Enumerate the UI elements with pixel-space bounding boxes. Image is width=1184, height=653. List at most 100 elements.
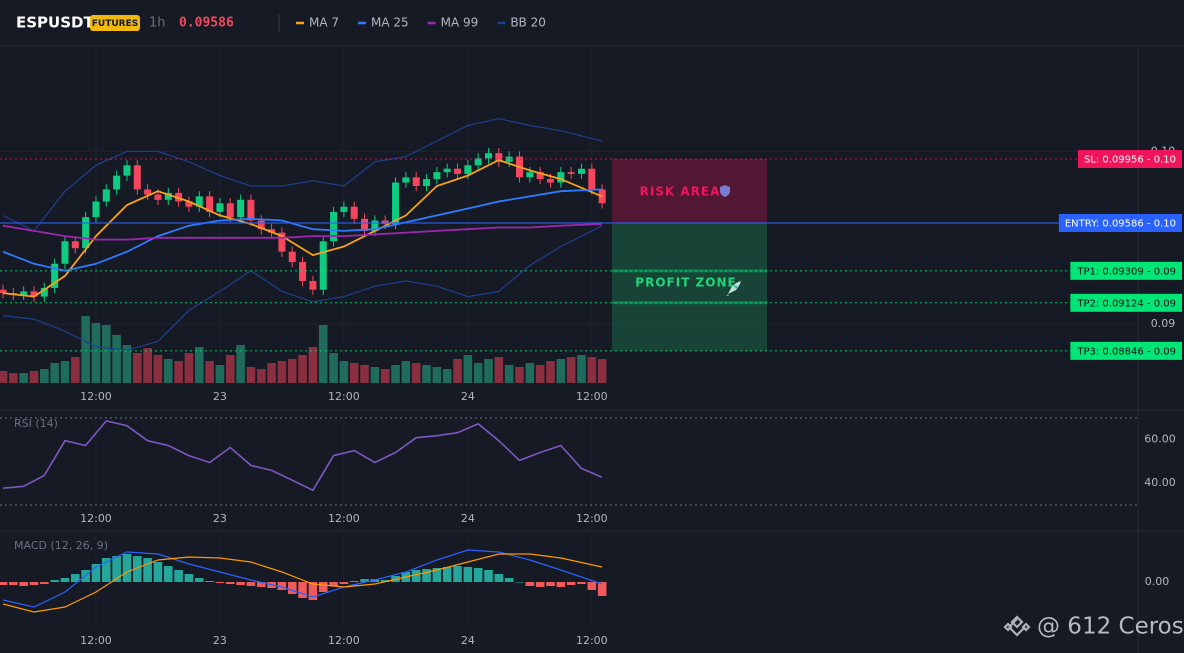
bb-lower	[2, 225, 603, 351]
x-tick-label: 23	[213, 512, 227, 525]
volume-bar	[143, 348, 152, 383]
volume-bar	[484, 359, 493, 383]
interval: 1h	[149, 16, 166, 31]
candle-body	[288, 251, 296, 263]
volume-bar	[122, 345, 132, 383]
moving-average	[2, 223, 603, 241]
volume-bar	[102, 325, 111, 383]
volume-bar	[494, 357, 504, 383]
volume-bar	[380, 369, 390, 383]
macd-histogram-bar	[236, 582, 245, 585]
volume-bar	[535, 365, 545, 383]
level-tag-label: TP2: 0.09124 - 0.09	[1076, 298, 1176, 309]
volume-bar	[132, 353, 142, 383]
volume-bar	[0, 371, 8, 383]
macd-histogram-bar	[318, 582, 328, 592]
candle-body	[123, 165, 131, 176]
level-tag-label: TP3: 0.08846 - 0.09	[1076, 346, 1176, 357]
volume-bar	[81, 316, 90, 383]
candle-body	[381, 220, 389, 225]
x-tick-label: 12:00	[576, 634, 608, 647]
level-tag-bg	[1070, 293, 1182, 312]
macd-histogram-bar	[112, 556, 121, 582]
macd-histogram-bar	[60, 578, 70, 582]
volume-bar	[236, 345, 245, 383]
volume-bar	[205, 361, 214, 383]
macd-line	[2, 553, 603, 613]
macd-histogram-bar	[91, 564, 101, 582]
macd-histogram-bar	[380, 580, 390, 582]
level-tag: TP3: 0.08846 - 0.09	[1070, 341, 1182, 360]
candle-body	[402, 177, 410, 183]
candle-body	[71, 241, 79, 249]
candle-body	[185, 201, 193, 207]
x-tick-label: 24	[461, 390, 475, 403]
volume-bar	[19, 373, 28, 383]
candle-body	[423, 179, 431, 186]
macd-histogram-bar	[339, 582, 349, 584]
candle-body	[412, 177, 420, 186]
volume-bar	[40, 369, 49, 383]
x-tick-label: 12:00	[576, 512, 608, 525]
macd-histogram-bar	[40, 582, 49, 584]
volume-bar	[50, 363, 59, 383]
candle-body	[567, 172, 575, 174]
candle-body	[82, 217, 90, 249]
macd-histogram-bar	[143, 558, 152, 582]
candle-body	[0, 289, 7, 294]
macd-histogram-bar	[546, 582, 555, 586]
candle-body	[144, 189, 152, 195]
volume-bar	[577, 355, 586, 383]
candle-body	[588, 168, 596, 190]
level-tag: TP1: 0.09309 - 0.09	[1070, 261, 1182, 280]
candle-body	[464, 165, 472, 174]
candle-body	[330, 211, 338, 242]
x-tick-label: 12:00	[328, 634, 360, 647]
level-tag-bg	[1070, 341, 1182, 360]
volume-bar	[194, 347, 204, 383]
volume-bar	[339, 361, 349, 383]
macd-histogram-bar	[484, 570, 493, 582]
legend-label: MA 99	[441, 16, 479, 30]
candle-body	[546, 179, 554, 183]
macd-histogram-bar	[163, 566, 173, 582]
candle-body	[361, 218, 369, 231]
candle-body	[51, 263, 59, 288]
volume-bar	[153, 355, 163, 383]
volume-bar	[112, 335, 121, 383]
macd-histogram-bar	[422, 569, 431, 582]
candle-body	[485, 153, 493, 159]
macd-histogram-bar	[566, 582, 576, 585]
x-tick-label: 12:00	[328, 512, 360, 525]
macd-histogram-bar	[0, 582, 8, 585]
y-tick-label: 40.00	[1144, 476, 1176, 489]
level-tag-bg	[1058, 213, 1182, 232]
level-tag: SL: 0.09956 - 0.10	[1077, 150, 1182, 169]
macd-histogram-bar	[256, 582, 266, 587]
badge-bg	[90, 15, 140, 31]
volume-bar	[215, 365, 225, 383]
volume-bar	[184, 353, 194, 383]
macd-histogram-bar	[174, 570, 183, 582]
volume-bar	[287, 359, 297, 383]
macd-histogram-bar	[205, 581, 214, 582]
volume-bar	[432, 367, 442, 383]
volume-bar	[246, 367, 256, 383]
candle-body	[237, 199, 245, 218]
macd-histogram-bar	[535, 582, 545, 587]
volume-bar	[9, 373, 18, 383]
macd-histogram-bar	[184, 574, 194, 582]
volume-bar	[163, 359, 173, 383]
macd-histogram-bar	[556, 582, 566, 587]
volume-bar	[442, 369, 452, 383]
pane-title: MACD (12, 26, 9)	[14, 539, 108, 552]
macd-histogram-bar	[494, 574, 504, 582]
volume-bar	[277, 361, 287, 383]
shield-icon	[720, 185, 730, 197]
candle-body	[443, 168, 451, 173]
candle-body	[299, 262, 307, 282]
macd-histogram-bar	[287, 582, 297, 594]
volume-bar	[463, 355, 473, 383]
volume-bar	[546, 361, 555, 383]
